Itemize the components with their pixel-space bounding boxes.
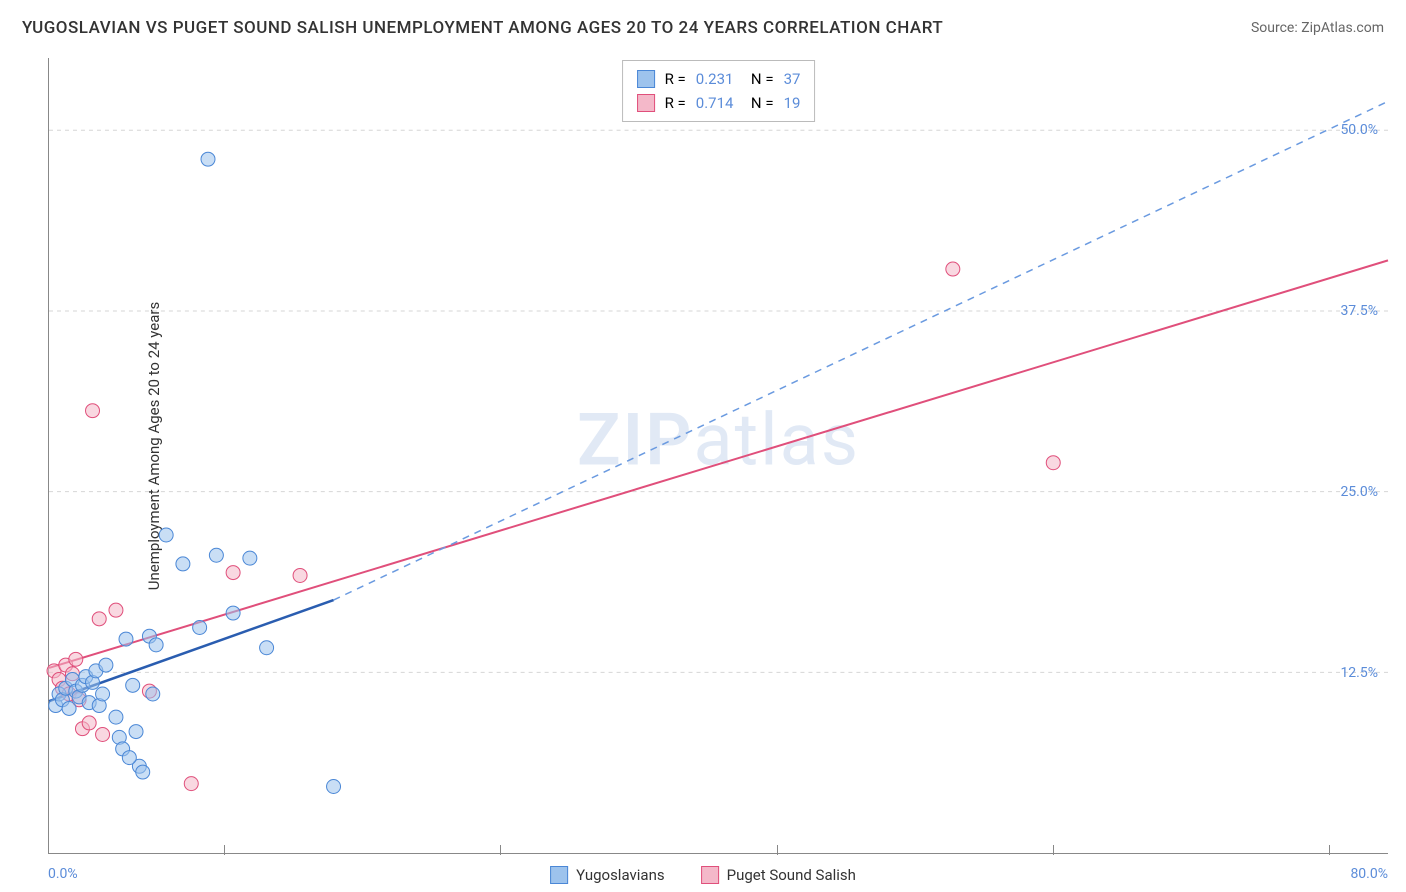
y-tick-label: 37.5% xyxy=(1340,303,1378,319)
n-value-1: 37 xyxy=(784,67,801,91)
legend-label-2: Puget Sound Salish xyxy=(727,866,856,884)
plot-svg xyxy=(49,58,1388,853)
stats-box: R = 0.231 N = 37 R = 0.714 N = 19 xyxy=(622,60,816,122)
stats-row-2: R = 0.714 N = 19 xyxy=(637,91,801,115)
x-tick-mark xyxy=(1329,845,1330,855)
r-value-1: 0.231 xyxy=(696,67,734,91)
y-tick-label: 12.5% xyxy=(1340,665,1378,681)
legend-swatch-1 xyxy=(550,866,568,884)
x-tick-mark xyxy=(224,845,225,855)
chart-title: YUGOSLAVIAN VS PUGET SOUND SALISH UNEMPL… xyxy=(22,18,943,38)
stats-row-1: R = 0.231 N = 37 xyxy=(637,67,801,91)
x-tick-label: 80.0% xyxy=(1350,866,1388,882)
y-tick-label: 25.0% xyxy=(1340,484,1378,500)
legend-label-1: Yugoslavians xyxy=(576,866,665,884)
source-attribution: Source: ZipAtlas.com xyxy=(1251,20,1384,36)
legend: Yugoslavians Puget Sound Salish xyxy=(550,866,856,884)
plot-area: ZIPatlas R = 0.231 N = 37 R = 0.714 N = … xyxy=(48,58,1388,854)
x-tick-label: 0.0% xyxy=(48,866,78,882)
x-tick-mark xyxy=(777,845,778,855)
legend-swatch-2 xyxy=(701,866,719,884)
r-value-2: 0.714 xyxy=(696,91,734,115)
chart-container: YUGOSLAVIAN VS PUGET SOUND SALISH UNEMPL… xyxy=(0,0,1406,892)
swatch-series2 xyxy=(637,94,655,112)
y-tick-label: 50.0% xyxy=(1340,122,1378,138)
x-tick-mark xyxy=(500,845,501,855)
swatch-series1 xyxy=(637,70,655,88)
x-tick-mark xyxy=(1053,845,1054,855)
legend-item-1: Yugoslavians xyxy=(550,866,665,884)
n-value-2: 19 xyxy=(784,91,801,115)
legend-item-2: Puget Sound Salish xyxy=(701,866,856,884)
